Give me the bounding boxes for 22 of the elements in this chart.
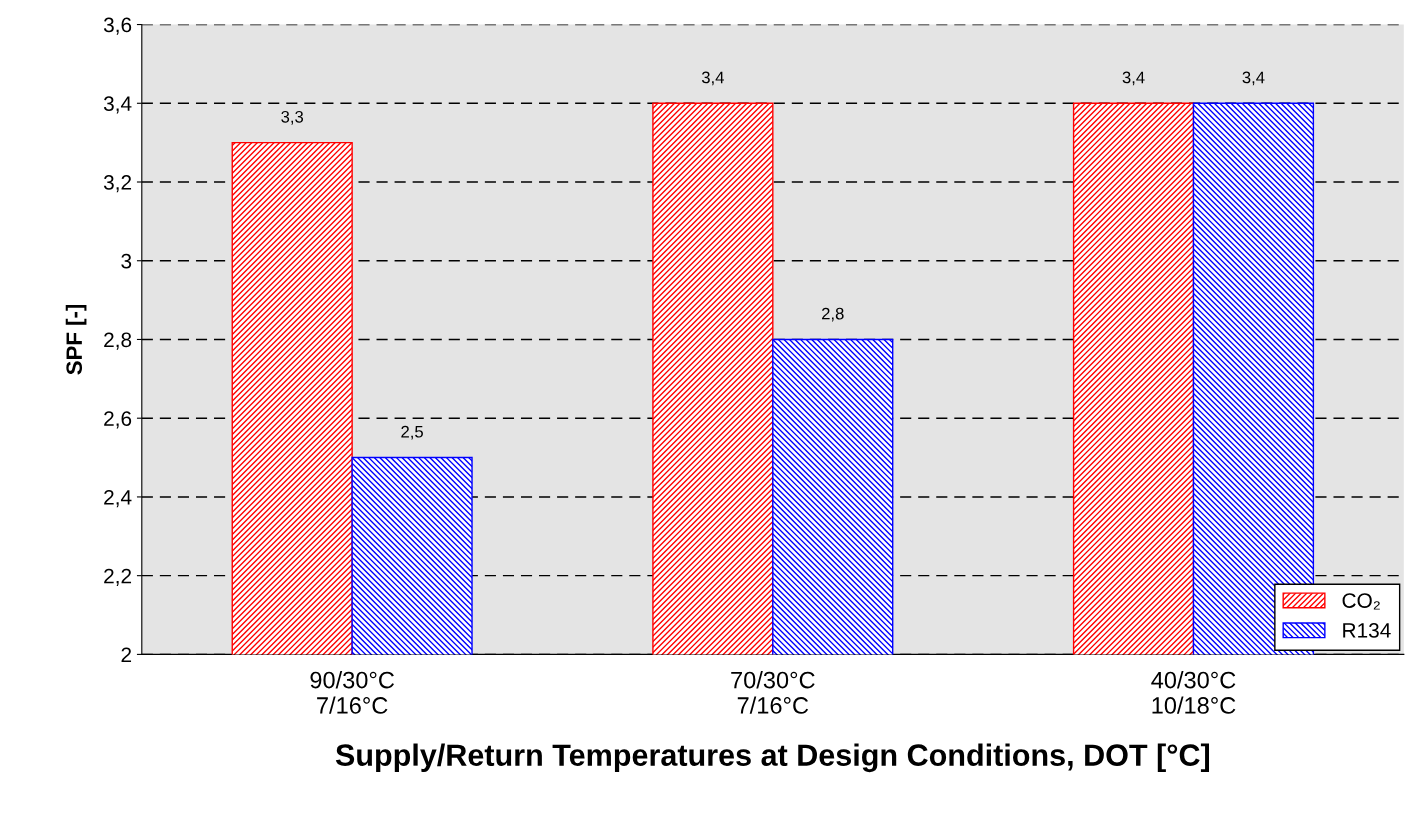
y-tick-label: 3 [121, 253, 132, 269]
data-label: 3,4 [1122, 71, 1145, 86]
y-tick-label: 2 [121, 647, 132, 662]
data-label: 3,4 [1242, 71, 1265, 86]
data-label: 3,3 [281, 110, 304, 125]
y-tick-label: 2,6 [104, 411, 132, 429]
y-tick-label: 3,4 [103, 96, 132, 114]
y-tick-label: 2,8 [104, 332, 132, 350]
x-axis-title: Supply/Return Temperatures at Design Conditions, DOT [°C] [335, 743, 1210, 773]
x-tick-label: 40/30°C 10/18°C [1151, 671, 1236, 714]
legend-label: R134 [1343, 623, 1391, 638]
legend-label: CO₂ [1342, 593, 1380, 610]
data-label: 3,4 [701, 71, 724, 86]
y-axis-title: SPF [-] [65, 304, 87, 375]
y-tick-label: 2,2 [104, 568, 132, 586]
x-tick-label: 90/30°C 7/16°C [310, 671, 395, 714]
x-tick-label: 70/30°C 7/16°C [731, 671, 815, 714]
y-tick-label: 2,4 [104, 489, 132, 508]
y-tick-label: 3,2 [103, 175, 132, 193]
data-label: 2,8 [822, 307, 844, 322]
data-label: 2,5 [401, 425, 423, 440]
y-tick-label: 3,6 [103, 17, 132, 35]
